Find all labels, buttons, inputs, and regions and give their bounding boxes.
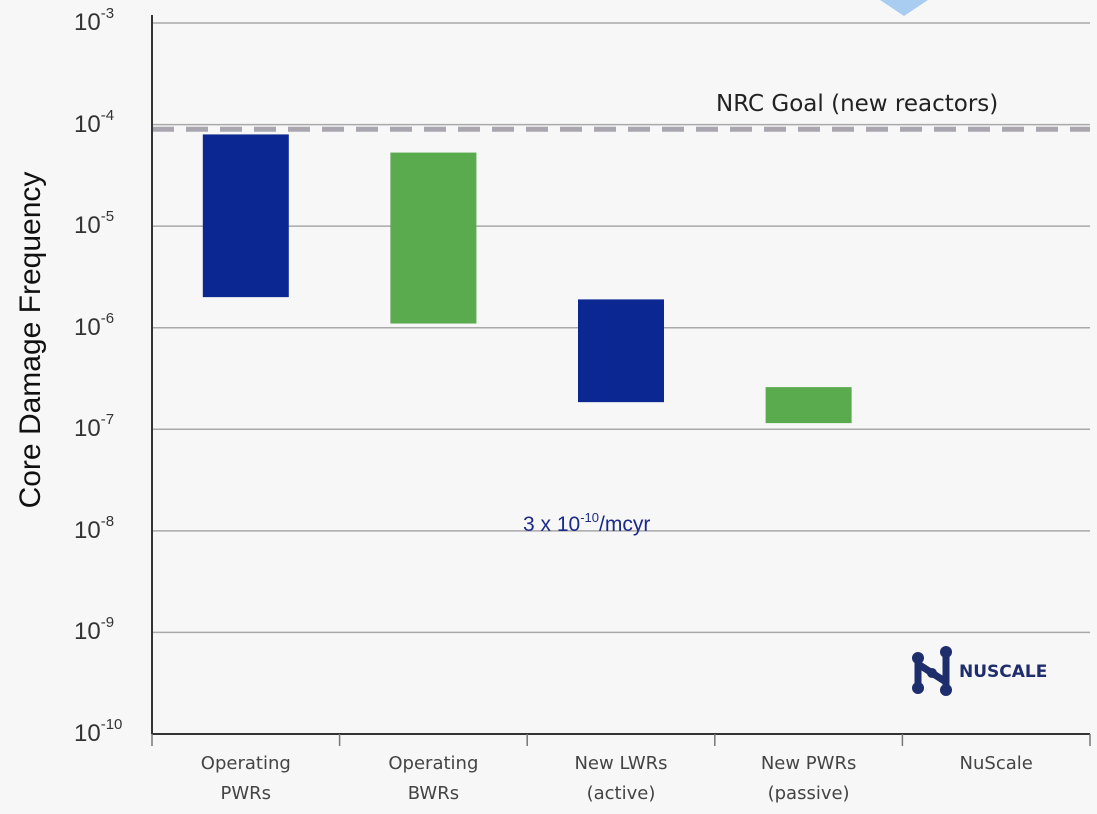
nrc-goal-label: NRC Goal (new reactors)	[716, 91, 999, 117]
bar	[390, 152, 477, 324]
x-tick-label: New PWRs (passive)	[760, 753, 857, 804]
x-tick-label: NuScale	[959, 753, 1033, 774]
bar	[578, 299, 664, 403]
y-tick-label: 10-5	[74, 208, 115, 240]
nuscale-logo-icon	[912, 646, 952, 696]
x-tick-label: Operating PWRs	[200, 753, 291, 804]
x-tick-label: New LWRs (active)	[574, 753, 668, 804]
y-tick-label: 10-7	[74, 411, 115, 443]
nuscale-logo: NUSCALE	[910, 644, 1047, 700]
bars	[202, 134, 852, 424]
y-axis-label: Core Damage Frequency	[14, 171, 47, 509]
y-tick-label: 10-8	[74, 512, 115, 544]
arrow-down-icon	[880, 0, 928, 16]
grid-lines	[152, 22, 1090, 634]
y-tick-label: 10-3	[74, 5, 115, 36]
x-tick-label: Operating BWRs	[388, 753, 479, 804]
bar	[202, 134, 289, 298]
nuscale-annotation: 3 x 10-10/mcyr	[523, 510, 651, 536]
y-tick-label: 10-6	[74, 309, 115, 341]
nuscale-logo-text: NUSCALE	[959, 662, 1048, 682]
axes	[151, 15, 1091, 746]
y-tick-label: 10-10	[74, 716, 123, 747]
y-tick-label: 10-9	[74, 614, 115, 646]
bar	[765, 387, 852, 424]
y-tick-label: 10-4	[74, 106, 115, 138]
